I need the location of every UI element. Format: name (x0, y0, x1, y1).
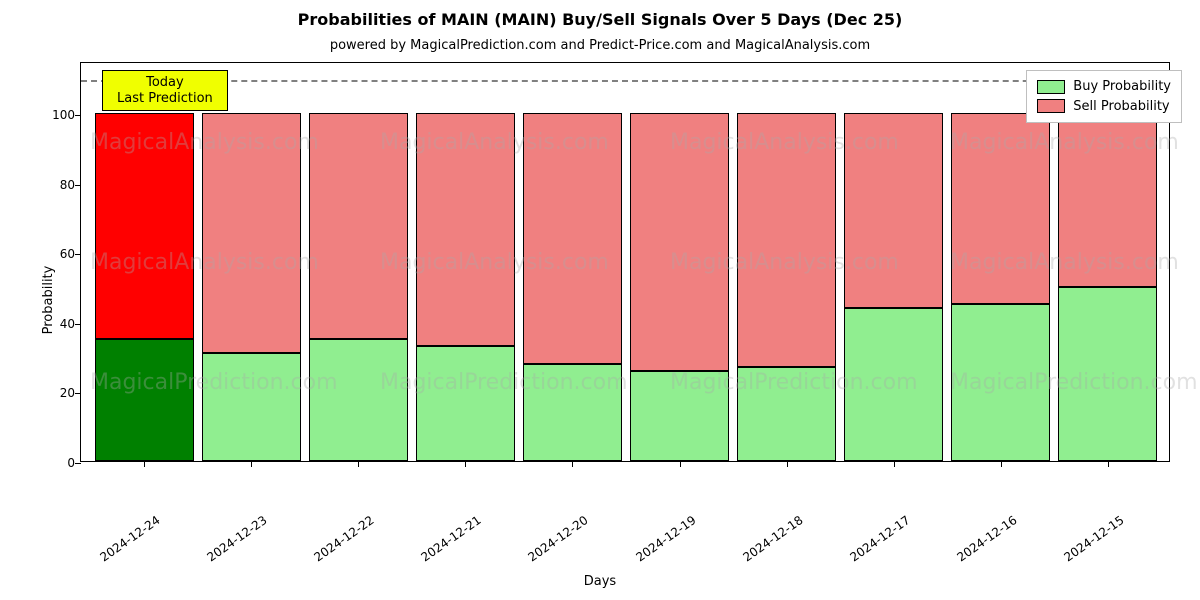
y-tick (75, 185, 81, 186)
sell-bar (737, 113, 835, 367)
sell-bar (630, 113, 728, 370)
y-tick-label: 0 (37, 456, 75, 470)
buy-bar (844, 308, 942, 461)
legend-swatch (1037, 99, 1065, 113)
bar-group (202, 61, 300, 461)
x-axis-label: Days (0, 574, 1200, 589)
x-tick (680, 461, 681, 467)
x-tick (1108, 461, 1109, 467)
x-tick-label: 2024-12-23 (205, 513, 270, 564)
chart-subtitle: powered by MagicalPrediction.com and Pre… (0, 38, 1200, 53)
buy-bar (309, 339, 407, 461)
x-tick-label: 2024-12-18 (740, 513, 805, 564)
y-tick (75, 254, 81, 255)
y-tick-label: 60 (37, 247, 75, 261)
y-tick-label: 40 (37, 317, 75, 331)
y-tick-label: 80 (37, 178, 75, 192)
plot-area: 0204060801002024-12-242024-12-232024-12-… (80, 62, 1170, 462)
bar-group (523, 61, 621, 461)
legend-item: Sell Probability (1037, 97, 1171, 117)
y-tick (75, 463, 81, 464)
legend-swatch (1037, 80, 1065, 94)
buy-bar (951, 304, 1049, 461)
bar-group (844, 61, 942, 461)
sell-bar (523, 113, 621, 363)
x-tick-label: 2024-12-21 (419, 513, 484, 564)
x-tick (1001, 461, 1002, 467)
bar-group (416, 61, 514, 461)
x-tick (251, 461, 252, 467)
today-annotation: Today Last Prediction (102, 70, 228, 111)
x-tick (894, 461, 895, 467)
buy-bar (416, 346, 514, 461)
x-tick (787, 461, 788, 467)
sell-bar (416, 113, 514, 346)
chart-container: Probabilities of MAIN (MAIN) Buy/Sell Si… (0, 0, 1200, 600)
today-line2: Last Prediction (117, 91, 213, 107)
bar-group (630, 61, 728, 461)
x-tick (465, 461, 466, 467)
legend: Buy ProbabilitySell Probability (1026, 70, 1182, 123)
x-tick-label: 2024-12-20 (526, 513, 591, 564)
y-tick-label: 20 (37, 386, 75, 400)
bar-group (737, 61, 835, 461)
bar-group (95, 61, 193, 461)
buy-bar (630, 371, 728, 461)
x-tick (572, 461, 573, 467)
y-tick (75, 393, 81, 394)
buy-bar (737, 367, 835, 461)
sell-bar (1058, 113, 1156, 287)
y-tick (75, 115, 81, 116)
sell-bar (202, 113, 300, 353)
buy-bar (95, 339, 193, 461)
y-tick-label: 100 (37, 108, 75, 122)
sell-bar (95, 113, 193, 339)
sell-bar (844, 113, 942, 308)
legend-label: Buy Probability (1073, 77, 1171, 97)
buy-bar (523, 364, 621, 461)
x-tick (144, 461, 145, 467)
chart-title: Probabilities of MAIN (MAIN) Buy/Sell Si… (0, 10, 1200, 29)
y-tick (75, 324, 81, 325)
bar-group (309, 61, 407, 461)
x-tick-label: 2024-12-16 (954, 513, 1019, 564)
today-line1: Today (117, 75, 213, 91)
x-tick-label: 2024-12-15 (1061, 513, 1126, 564)
buy-bar (202, 353, 300, 461)
legend-label: Sell Probability (1073, 97, 1169, 117)
buy-bar (1058, 287, 1156, 461)
x-tick (358, 461, 359, 467)
x-tick-label: 2024-12-24 (98, 513, 163, 564)
sell-bar (309, 113, 407, 339)
legend-item: Buy Probability (1037, 77, 1171, 97)
x-tick-label: 2024-12-22 (312, 513, 377, 564)
x-tick-label: 2024-12-19 (633, 513, 698, 564)
sell-bar (951, 113, 1049, 304)
x-tick-label: 2024-12-17 (847, 513, 912, 564)
